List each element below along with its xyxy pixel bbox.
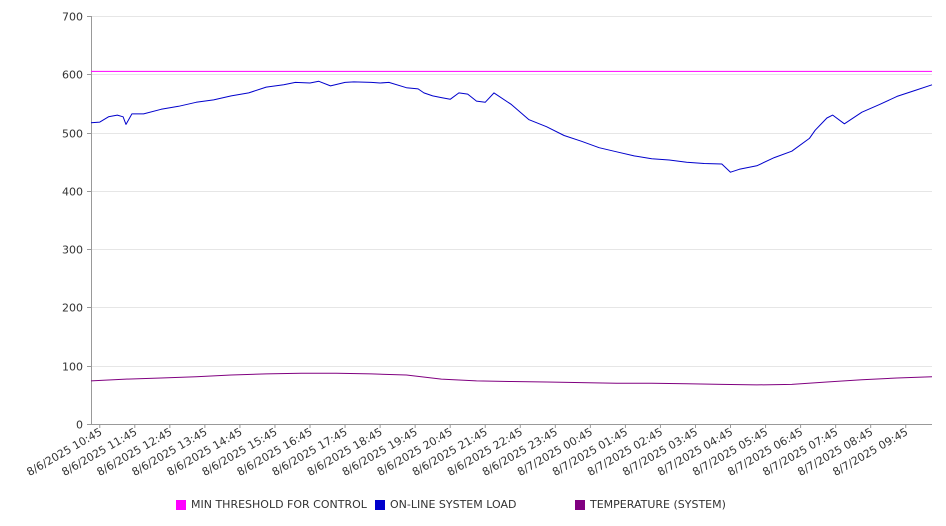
- y-tick-label: 100: [62, 361, 83, 374]
- legend-swatch-min-threshold: [176, 499, 186, 510]
- series-lines: [90, 70, 933, 386]
- series-line-temperature: [90, 372, 933, 386]
- y-tick-label: 200: [62, 302, 83, 315]
- series-line-system-load: [90, 80, 933, 173]
- legend-label-system-load: ON-LINE SYSTEM LOAD: [390, 498, 517, 511]
- legend-item-system-load: ON-LINE SYSTEM LOAD: [375, 498, 516, 511]
- y-tick-label: 700: [62, 11, 83, 24]
- y-tick-label: 300: [62, 244, 83, 257]
- y-tick-labels: 0 100 200 300 400 500 600 700: [62, 11, 91, 432]
- legend-item-temperature: TEMPERATURE (SYSTEM): [575, 498, 726, 511]
- legend: MIN THRESHOLD FOR CONTROL ON-LINE SYSTEM…: [0, 498, 946, 514]
- y-tick-label: 0: [76, 419, 83, 432]
- legend-swatch-system-load: [375, 499, 385, 510]
- x-tick-labels: 8/6/2025 10:458/6/2025 11:458/6/2025 12:…: [24, 424, 910, 479]
- axes: [91, 16, 932, 425]
- grid-lines: [91, 16, 932, 367]
- y-tick-label: 500: [62, 128, 83, 141]
- legend-swatch-temperature: [575, 499, 585, 510]
- y-tick-label: 600: [62, 69, 83, 82]
- y-tick-label: 400: [62, 186, 83, 199]
- legend-label-min-threshold: MIN THRESHOLD FOR CONTROL: [191, 498, 367, 511]
- legend-label-temperature: TEMPERATURE (SYSTEM): [590, 498, 726, 511]
- legend-item-min-threshold: MIN THRESHOLD FOR CONTROL: [176, 498, 367, 511]
